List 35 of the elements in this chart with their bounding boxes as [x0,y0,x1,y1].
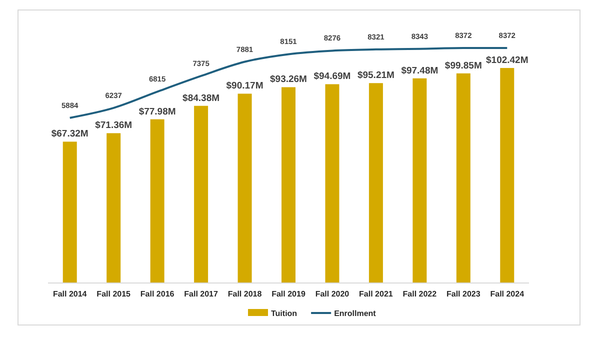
x-tick-label: Fall 2016 [140,289,175,298]
data-label: $99.85M [444,60,482,72]
data-label: $95.21M [357,70,395,82]
bar [456,73,470,283]
x-tick-label: Fall 2019 [272,289,306,298]
data-label: $67.32M [51,128,88,140]
x-tick-label: Fall 2018 [228,289,262,298]
x-tick-label: Fall 2015 [96,289,132,298]
bar [238,94,252,283]
x-tick-label: Fall 2022 [402,289,438,298]
x-tick-label: Fall 2021 [359,289,394,298]
data-label: $77.98M [138,106,176,118]
bar [412,78,427,283]
bar [62,142,77,283]
x-tick-label: Fall 2020 [315,289,350,298]
data-label: $97.48M [401,65,438,76]
data-label: $94.69M [314,71,351,82]
data-label: $93.26M [270,74,308,86]
x-tick-label: Fall 2014 [52,289,88,298]
bar [368,83,383,283]
bar [282,87,296,283]
x-tick-label: Fall 2024 [490,289,525,298]
bar [500,68,514,283]
x-tick-label: Fall 2023 [446,289,481,298]
bar [325,84,340,283]
bar [194,106,208,283]
data-label: $71.36M [95,120,132,132]
legend-label: Tuition [271,309,298,318]
legend-label: Enrollment [334,309,376,318]
data-label: $84.38M [182,92,220,104]
bar [150,119,164,283]
bar [106,133,121,283]
data-label: $102.42M [486,54,528,66]
data-label: $90.17M [226,80,264,92]
x-tick-label: Fall 2017 [184,289,218,298]
